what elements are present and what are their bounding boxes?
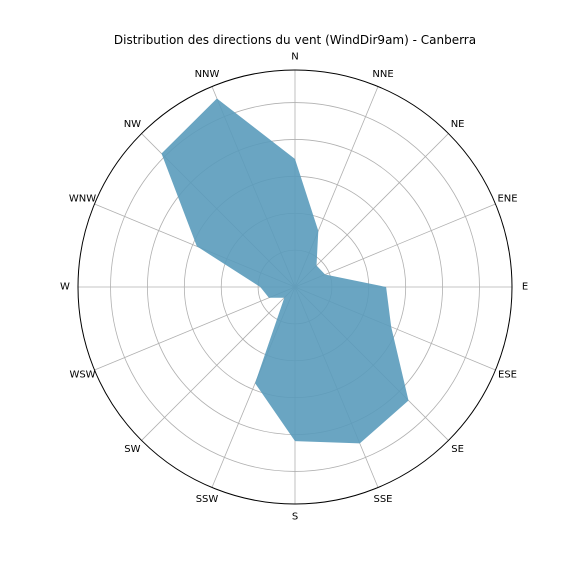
- direction-label-n: N: [291, 52, 298, 63]
- direction-label-wnw: WNW: [69, 194, 96, 205]
- direction-label-sse: SSE: [373, 494, 392, 505]
- wind-direction-area: [162, 99, 409, 444]
- direction-label-ese: ESE: [498, 370, 517, 381]
- direction-label-e: E: [522, 282, 528, 293]
- grid-spoke-ne: [295, 134, 448, 287]
- chart-title: Distribution des directions du vent (Win…: [114, 33, 476, 47]
- direction-label-nne: NNE: [372, 69, 393, 80]
- direction-label-wsw: WSW: [69, 370, 95, 381]
- direction-label-ene: ENE: [497, 194, 517, 205]
- direction-label-w: W: [60, 282, 70, 293]
- direction-label-sw: SW: [124, 444, 140, 455]
- direction-label-ne: NE: [451, 119, 465, 130]
- direction-label-ssw: SSW: [196, 494, 219, 505]
- direction-label-s: S: [292, 512, 298, 523]
- direction-label-se: SE: [451, 444, 464, 455]
- direction-label-nnw: NNW: [195, 69, 220, 80]
- direction-label-nw: NW: [124, 119, 141, 130]
